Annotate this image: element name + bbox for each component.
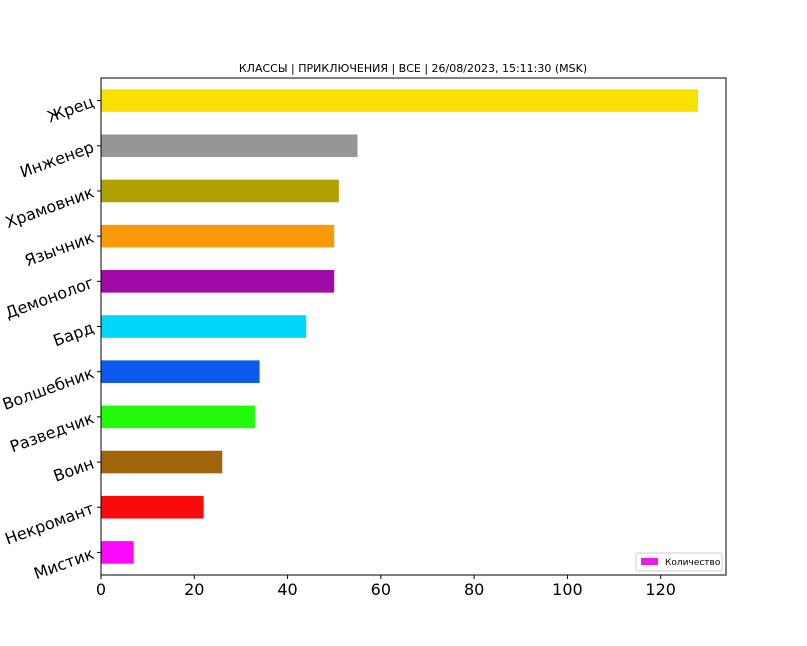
legend-label: Количество (665, 558, 721, 568)
bar-2 (101, 179, 339, 203)
x-tick-label-6: 120 (645, 580, 676, 599)
x-tick-label-1: 20 (184, 580, 204, 599)
bar-7 (101, 405, 255, 429)
y-axis: Жрец ИнженерХрамовникЯзычникДемонологБард… (0, 92, 101, 583)
y-tick-label-7: Разведчик (7, 408, 96, 456)
y-tick-label-3: Язычник (22, 228, 97, 271)
y-tick-label-10: Мистик (31, 544, 96, 583)
x-tick-label-0: 0 (96, 580, 106, 599)
chart-title: КЛАССЫ | ПРИКЛЮЧЕНИЯ | ВСЕ | 26/08/2023,… (239, 62, 587, 75)
bar-9 (101, 495, 204, 519)
legend-swatch (641, 558, 658, 565)
bars-group (101, 89, 699, 564)
y-tick-label-0: Жрец (45, 92, 97, 126)
x-tick-label-2: 40 (277, 580, 297, 599)
bar-3 (101, 224, 335, 248)
bar-5 (101, 315, 307, 338)
x-axis: 0 20 40 60 80 100 120 (96, 575, 676, 599)
y-tick-label-8: Воин (51, 454, 97, 486)
bar-6 (101, 360, 260, 383)
x-tick-label-5: 100 (552, 580, 583, 599)
legend: Количество (635, 552, 723, 572)
y-tick-label-2: Храмовник (3, 182, 97, 232)
y-tick-label-6: Волшебник (0, 363, 97, 414)
bar-4 (101, 270, 335, 293)
y-tick-label-4: Демонолог (3, 273, 97, 323)
bar-1 (101, 134, 358, 158)
y-tick-label-9: Некромант (2, 499, 96, 549)
bar-8 (101, 450, 223, 474)
x-tick-label-4: 80 (464, 580, 484, 599)
x-tick-label-3: 60 (371, 580, 391, 599)
legend-box (635, 552, 723, 572)
bar-0 (101, 89, 699, 112)
y-tick-label-1: Инженер (17, 137, 96, 181)
bar-10 (101, 541, 134, 564)
y-tick-label-5: Бард (50, 318, 96, 350)
